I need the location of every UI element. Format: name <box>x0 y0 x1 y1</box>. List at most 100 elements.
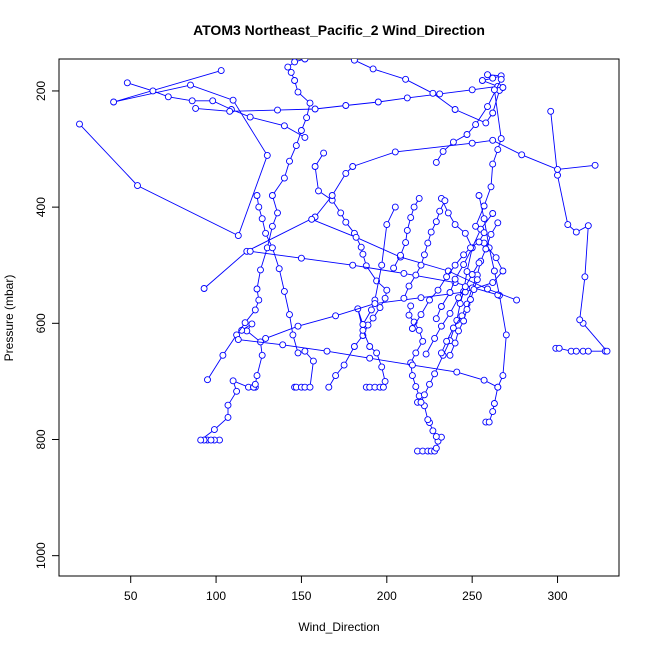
data-point <box>275 265 283 273</box>
data-point <box>400 269 408 277</box>
data-point <box>258 351 266 359</box>
data-point <box>502 331 510 339</box>
data-point <box>263 151 271 159</box>
data-point <box>451 261 459 269</box>
data-point <box>419 337 427 345</box>
data-point <box>482 119 490 127</box>
data-point <box>446 289 454 296</box>
data-point <box>432 218 440 226</box>
data-point <box>455 327 462 335</box>
data-point <box>342 169 350 177</box>
data-point <box>403 226 411 234</box>
data-point <box>494 146 502 154</box>
data-point <box>468 139 476 147</box>
data-point <box>480 215 488 223</box>
data-point <box>200 285 208 292</box>
series-3 <box>253 192 317 391</box>
x-tick-label: 100 <box>206 589 226 603</box>
data-point <box>485 418 493 426</box>
data-point <box>489 160 497 168</box>
data-point <box>332 372 340 380</box>
series-27 <box>422 259 483 358</box>
data-point <box>262 229 270 237</box>
series-layer <box>76 59 611 455</box>
data-point <box>432 315 440 323</box>
data-point <box>402 75 410 83</box>
data-point <box>489 109 497 117</box>
data-point <box>192 104 200 112</box>
data-point <box>572 347 580 355</box>
data-point <box>359 321 367 328</box>
data-point <box>555 344 563 352</box>
data-point <box>480 202 488 210</box>
data-point <box>287 68 295 76</box>
data-point <box>369 314 377 322</box>
data-point <box>429 89 437 97</box>
series-6 <box>405 302 445 455</box>
data-point <box>407 302 415 310</box>
data-point <box>253 192 261 199</box>
data-point <box>584 222 592 230</box>
data-point <box>581 273 589 281</box>
data-point <box>489 210 497 217</box>
data-point <box>451 106 459 113</box>
data-point <box>367 306 375 314</box>
data-point <box>472 222 480 230</box>
data-point <box>257 266 264 274</box>
data-point <box>460 251 468 259</box>
data-point <box>328 192 336 199</box>
series-11 <box>123 79 309 141</box>
data-point <box>268 192 276 199</box>
series-line <box>412 232 485 329</box>
data-point <box>431 370 439 378</box>
data-point <box>468 86 476 94</box>
data-point <box>268 222 276 230</box>
data-point <box>547 107 555 115</box>
data-point <box>342 218 350 226</box>
data-point <box>415 326 423 334</box>
data-point <box>443 337 451 345</box>
data-point <box>262 334 270 342</box>
series-line <box>203 139 596 289</box>
data-point <box>400 294 408 302</box>
data-point <box>513 296 521 304</box>
y-tick-label: 400 <box>34 197 48 217</box>
data-point <box>359 250 367 258</box>
data-point <box>301 59 309 63</box>
data-point <box>417 294 425 302</box>
data-point <box>274 106 281 114</box>
y-tick-label: 600 <box>34 313 48 333</box>
data-point <box>253 372 261 380</box>
data-point <box>455 294 462 302</box>
data-point <box>436 90 444 98</box>
data-point <box>350 59 358 64</box>
data-point <box>410 203 418 211</box>
data-point <box>233 387 241 395</box>
data-point <box>280 122 288 130</box>
data-point <box>424 416 432 424</box>
data-point <box>432 444 440 452</box>
data-point <box>383 221 391 229</box>
data-point <box>204 376 211 384</box>
data-point <box>391 203 399 211</box>
data-point <box>188 97 196 105</box>
data-point <box>427 228 435 236</box>
data-point <box>518 151 526 159</box>
data-point <box>490 400 498 407</box>
data-point <box>359 326 367 334</box>
data-point <box>284 63 292 71</box>
data-point <box>209 97 217 105</box>
data-point <box>258 215 266 223</box>
data-point <box>289 331 297 339</box>
data-point <box>417 311 425 319</box>
data-point <box>297 127 305 134</box>
series-24 <box>408 229 488 332</box>
data-point <box>494 219 502 227</box>
data-point <box>475 259 483 267</box>
y-axis-label: Pressure (mbar) <box>2 275 16 362</box>
data-point <box>349 261 357 269</box>
data-point <box>487 183 495 191</box>
series-16 <box>262 239 507 342</box>
data-point <box>217 67 225 75</box>
